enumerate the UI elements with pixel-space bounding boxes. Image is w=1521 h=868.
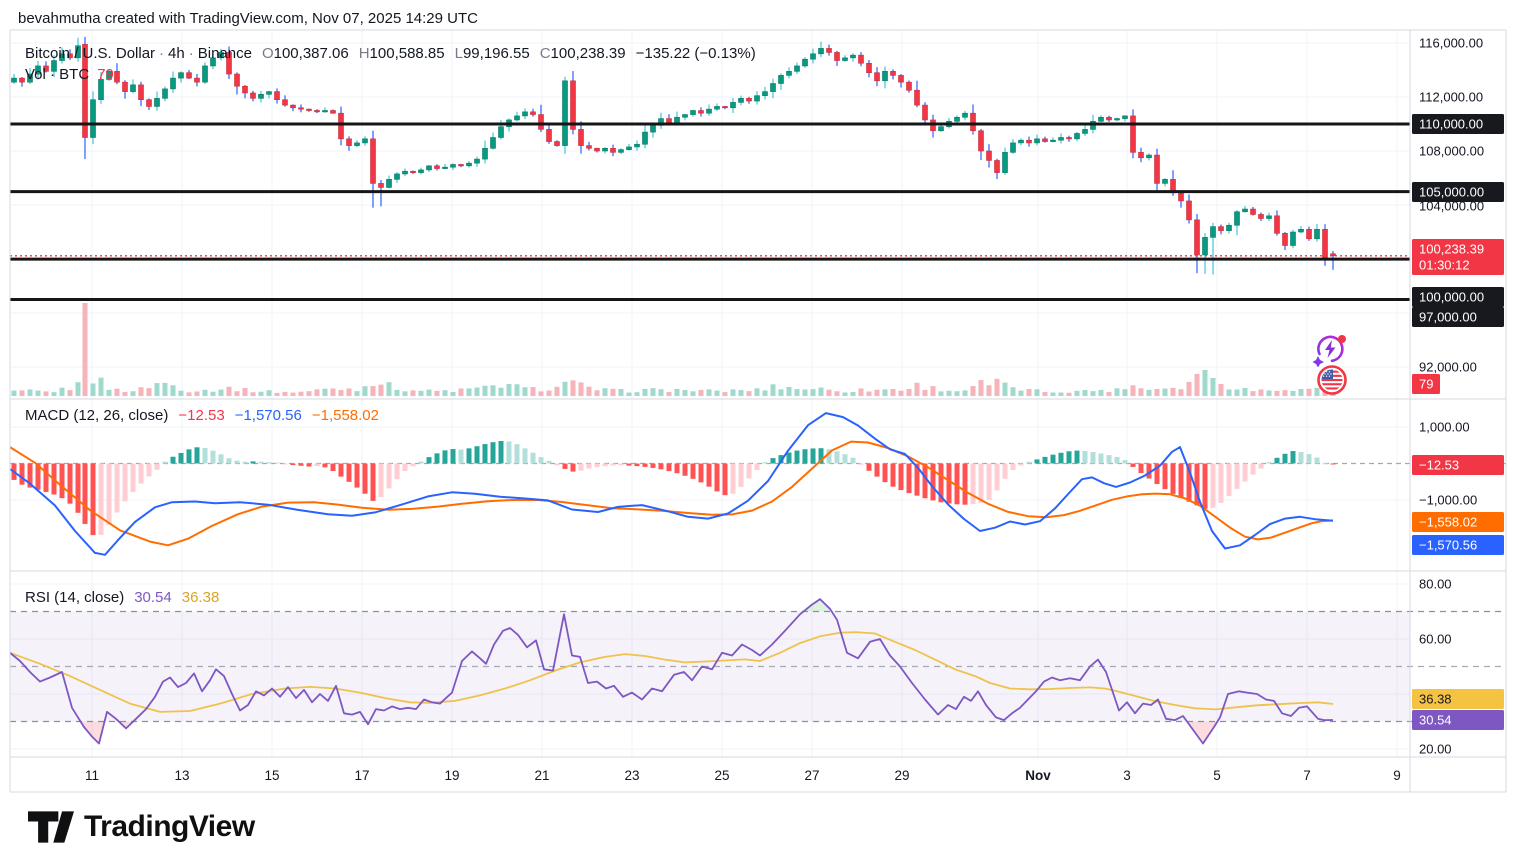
macd-signal-line — [9, 440, 1334, 547]
svg-text:−1,558.02: −1,558.02 — [1419, 515, 1477, 530]
macd-axis-ticks: 1,000.00 −1,000.00 — [1419, 420, 1477, 508]
time-axis[interactable] — [10, 757, 1410, 792]
svg-text:19: 19 — [444, 768, 459, 783]
svg-text:116,000.00: 116,000.00 — [1419, 36, 1483, 51]
macd-histogram — [11, 441, 1336, 536]
svg-text:29: 29 — [894, 768, 909, 783]
svg-text:92,000.00: 92,000.00 — [1419, 360, 1477, 375]
volume-label[interactable]: Vol · BTC — [25, 66, 90, 83]
symbol-title[interactable]: Bitcoin / U.S. Dollar — [25, 45, 156, 62]
svg-text:60.00: 60.00 — [1419, 632, 1452, 647]
svg-text:17: 17 — [354, 768, 369, 783]
svg-text:13: 13 — [174, 768, 189, 783]
tradingview-logo-icon — [28, 811, 74, 843]
legend-separator: · — [159, 45, 165, 62]
macd-label[interactable]: MACD (12, 26, close) — [25, 407, 169, 424]
volume-value: 79 — [97, 66, 114, 83]
price-axis-ticks: 116,000.00 112,000.00 108,000.00 104,000.00… — [1419, 36, 1484, 375]
candles — [11, 36, 1336, 275]
svg-text:21: 21 — [534, 768, 549, 783]
watermark-text: bevahmutha created with TradingView.com,… — [18, 10, 478, 27]
svg-text:20.00: 20.00 — [1419, 742, 1452, 757]
rsi-overbought-fill — [803, 599, 832, 612]
svg-text:108,000.00: 108,000.00 — [1419, 144, 1484, 159]
open-label: O — [261, 45, 274, 62]
rsi-legend: RSI (14, close) 30.54 36.38 — [25, 589, 219, 606]
macd-histogram-value: −12.53 — [178, 407, 225, 424]
svg-text:79: 79 — [1419, 377, 1433, 392]
interval-label[interactable]: 4h — [168, 45, 185, 62]
svg-text:−1,570.56: −1,570.56 — [1419, 538, 1477, 553]
svg-text:100,000.00: 100,000.00 — [1419, 290, 1484, 305]
macd-axis-badges: −12.53 −1,558.02 −1,570.56 — [1412, 455, 1504, 555]
svg-text:23: 23 — [624, 768, 639, 783]
rsi-ma-line — [9, 631, 1334, 713]
svg-text:5: 5 — [1213, 768, 1221, 783]
tradingview-logo-text: TradingView — [84, 810, 255, 843]
svg-text:11: 11 — [85, 768, 99, 783]
us-flag-icon[interactable] — [1316, 364, 1348, 396]
close-value: 100,238.39 — [550, 45, 626, 62]
svg-text:01:30:12: 01:30:12 — [1419, 258, 1470, 273]
svg-text:27: 27 — [804, 768, 819, 783]
chart-frame — [9, 29, 1507, 793]
price-levels[interactable] — [10, 122, 1410, 301]
svg-text:30.54: 30.54 — [1419, 713, 1452, 728]
macd-signal-value: −1,558.02 — [311, 407, 379, 424]
change-value: −135.22 (−0.13%) — [635, 45, 756, 62]
high-label: H — [358, 45, 370, 62]
macd-legend: MACD (12, 26, close) −12.53 −1,570.56 −1,55… — [25, 407, 379, 424]
rsi-axis-ticks: 80.00 60.00 20.00 — [1419, 577, 1452, 757]
volume-legend: Vol · BTC 79 — [25, 66, 114, 83]
macd-main-line — [9, 412, 1334, 556]
volume-bars — [11, 303, 1336, 396]
svg-text:25: 25 — [714, 768, 729, 783]
svg-text:36.38: 36.38 — [1419, 692, 1452, 707]
low-value: 99,196.55 — [462, 45, 530, 62]
close-label: C — [539, 45, 551, 62]
rsi-main-line — [9, 598, 1334, 745]
open-value: 100,387.06 — [273, 45, 349, 62]
svg-text:9: 9 — [1393, 768, 1401, 783]
svg-text:110,000.00: 110,000.00 — [1419, 117, 1483, 132]
svg-text:80.00: 80.00 — [1419, 577, 1452, 592]
svg-text:112,000.00: 112,000.00 — [1419, 90, 1483, 105]
svg-text:100,238.39: 100,238.39 — [1419, 242, 1484, 257]
low-label: L — [454, 45, 463, 62]
rsi-axis-badges: 36.38 30.54 — [1412, 689, 1504, 730]
svg-text:Nov: Nov — [1025, 768, 1051, 783]
svg-text:−1,000.00: −1,000.00 — [1419, 493, 1477, 508]
symbol-legend: Bitcoin / U.S. Dollar · 4h · Binance O100,387… — [25, 45, 756, 62]
exchange-label: Binance — [197, 45, 252, 62]
legend-separator: · — [188, 45, 194, 62]
rsi-band — [10, 610, 1506, 723]
svg-text:97,000.00: 97,000.00 — [1419, 310, 1477, 325]
price-axis[interactable] — [1410, 30, 1510, 757]
rsi-value: 30.54 — [134, 589, 172, 606]
high-value: 100,588.85 — [369, 45, 445, 62]
time-axis-labels: 11 13 15 17 19 21 23 25 27 29 Nov 3 5 7 9 — [85, 768, 1401, 783]
rsi-ma-value: 36.38 — [181, 589, 220, 606]
svg-text:1,000.00: 1,000.00 — [1419, 420, 1470, 435]
svg-text:3: 3 — [1123, 768, 1131, 783]
svg-text:15: 15 — [264, 768, 279, 783]
rsi-label[interactable]: RSI (14, close) — [25, 589, 125, 606]
macd-line-value: −1,570.56 — [234, 407, 302, 424]
svg-text:7: 7 — [1303, 768, 1311, 783]
ai-flash-icon[interactable] — [1311, 331, 1349, 368]
svg-text:104,000.00: 104,000.00 — [1419, 199, 1484, 214]
tradingview-logo[interactable]: TradingView — [28, 810, 255, 844]
svg-text:−12.53: −12.53 — [1419, 458, 1459, 473]
svg-text:105,000.00: 105,000.00 — [1419, 185, 1484, 200]
